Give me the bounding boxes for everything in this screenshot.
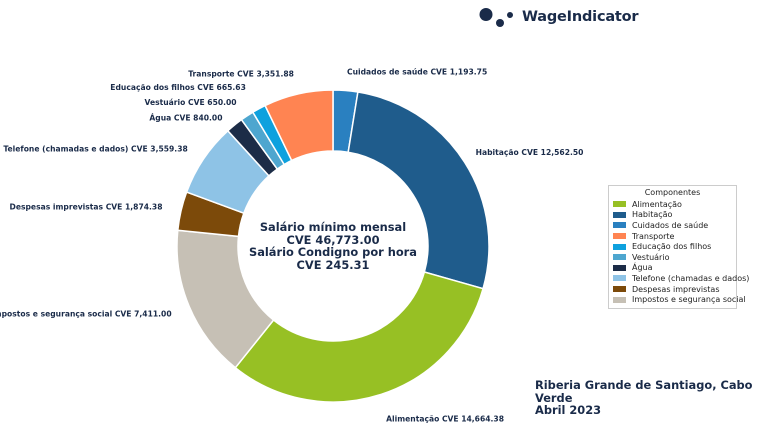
slice-labels: Cuidados de saúde CVE 1,193.75 Habitação … [0, 68, 583, 424]
slice-label-habitacao: Habitação CVE 12,562.50 [476, 148, 584, 157]
legend-swatch [613, 275, 626, 282]
legend-item-transporte: Transporte [613, 231, 732, 242]
legend-item-habitacao: Habitação [613, 210, 732, 221]
center-line-4: CVE 245.31 [296, 257, 370, 272]
legend-label: Água [632, 263, 653, 273]
chart-legend: Componentes Alimentação Habitação Cuidados… [608, 185, 749, 309]
legend-swatch [613, 222, 626, 229]
legend-label: Cuidados de saúde [632, 220, 709, 230]
legend-swatch [613, 286, 626, 293]
legend-label: Transporte [632, 231, 675, 241]
legend-label: Vestuário [632, 252, 670, 262]
legend-item-educacao-dos-filhos: Educação dos filhos [613, 241, 732, 252]
legend-swatch [613, 201, 626, 208]
footer-location: Riberia Grande de Santiago, Cabo Verde [535, 378, 753, 405]
wageindicator-dots-icon [479, 8, 513, 27]
legend-label: Alimentação [632, 199, 682, 209]
legend-item-vestuario: Vestuário [613, 252, 732, 263]
legend-item-telefone-chamadas-e-dados: Telefone (chamadas e dados) [613, 273, 749, 284]
legend-swatch [613, 254, 626, 261]
slice-label-educacao-dos-filhos: Educação dos filhos CVE 665.63 [110, 83, 246, 92]
legend-item-despesas-imprevistas: Despesas imprevistas [613, 284, 732, 295]
slice-label-alimentacao: Alimentação CVE 14,664.38 [386, 415, 504, 424]
legend-item-impostos-e-seguranca-social: Impostos e segurança social [613, 294, 746, 305]
center-line-3: Salário Condigno por hora [248, 245, 417, 260]
center-line-2: CVE 46,773.00 [286, 232, 380, 247]
center-summary: Salário mínimo mensal CVE 46,773.00 Salá… [243, 221, 423, 271]
slice-label-cuidados-de-saude: Cuidados de saúde CVE 1,193.75 [347, 68, 487, 77]
slice-label-telefone-chamadas-e-dados: Telefone (chamadas e dados) CVE 3,559.38 [3, 144, 187, 153]
legend-item-cuidados-de-saude: Cuidados de saúde [613, 220, 732, 231]
legend-item-alimentacao: Alimentação [613, 199, 732, 210]
legend-swatch [613, 296, 626, 303]
legend-label: Educação dos filhos [632, 242, 712, 252]
slice-label-impostos-e-seguranca-social: Impostos e segurança social CVE 7,411.00 [0, 310, 172, 319]
center-line-1: Salário mínimo mensal [259, 220, 407, 234]
slice-label-transporte: Transporte CVE 3,351.88 [188, 69, 294, 78]
donut-slices [176, 89, 490, 403]
legend-item-agua: Água [613, 263, 732, 274]
legend-swatch [613, 233, 626, 240]
legend-items: Alimentação Habitação Cuidados de saúde Tra… [613, 199, 749, 305]
slice-transporte [264, 89, 334, 162]
footer-date: Abril 2023 [535, 403, 602, 417]
slice-label-agua: Água CVE 840.00 [149, 113, 222, 122]
legend-label: Impostos e segurança social [632, 295, 746, 305]
slice-habitacao [347, 91, 490, 290]
legend-title: Componentes [644, 188, 701, 197]
slice-label-vestuario: Vestuário CVE 650.00 [145, 98, 237, 107]
chart-footer: Riberia Grande de Santiago, Cabo Verde A… [535, 379, 768, 417]
legend-label: Despesas imprevistas [632, 284, 720, 294]
legend-label: Habitação [632, 210, 673, 220]
legend-swatch [613, 211, 626, 218]
legend-swatch [613, 243, 626, 250]
legend-swatch [613, 264, 626, 271]
brand-name: WageIndicator [522, 9, 639, 25]
slice-label-despesas-imprevistas: Despesas imprevistas CVE 1,874.38 [10, 203, 163, 212]
brand-logo: WageIndicator [478, 4, 639, 30]
legend-label: Telefone (chamadas e dados) [632, 273, 750, 283]
slice-alimentacao [234, 271, 484, 403]
